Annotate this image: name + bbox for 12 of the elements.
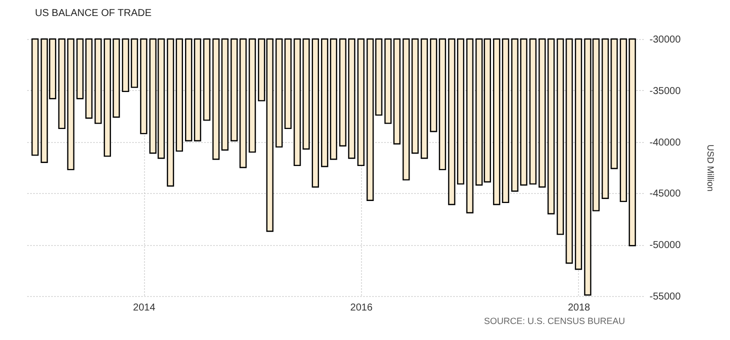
y-axis-title: USD Million <box>706 144 716 192</box>
x-tick-label: 2016 <box>350 302 373 314</box>
y-tick-label: -55000 <box>650 292 682 302</box>
x-tick-label: 2018 <box>568 302 591 314</box>
y-tick-label: -50000 <box>650 240 682 252</box>
y-tick-label: -40000 <box>650 137 682 148</box>
x-tick-label: 2014 <box>133 302 156 314</box>
source-note: SOURCE: U.S. CENSUS BUREAU <box>484 316 625 326</box>
y-tick-label: -45000 <box>650 188 682 200</box>
y-tick-label: -35000 <box>650 86 682 97</box>
y-tick-label: -30000 <box>650 34 682 46</box>
chart-title: US BALANCE OF TRADE <box>35 8 152 19</box>
